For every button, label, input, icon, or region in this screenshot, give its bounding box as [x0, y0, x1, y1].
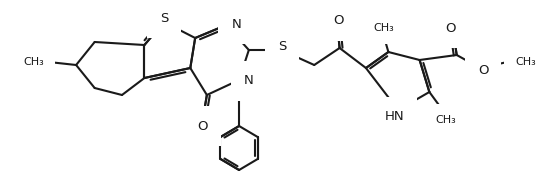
Text: O: O — [334, 15, 344, 28]
Text: O: O — [198, 120, 208, 133]
Text: CH₃: CH₃ — [373, 23, 394, 33]
Text: CH₃: CH₃ — [23, 57, 44, 67]
Text: S: S — [160, 11, 168, 24]
Text: HN: HN — [385, 111, 404, 124]
Text: S: S — [278, 41, 286, 54]
Text: O: O — [445, 22, 456, 35]
Text: CH₃: CH₃ — [436, 115, 456, 125]
Text: O: O — [478, 64, 489, 77]
Text: N: N — [244, 74, 254, 87]
Text: CH₃: CH₃ — [515, 57, 536, 67]
Text: N: N — [231, 17, 241, 30]
